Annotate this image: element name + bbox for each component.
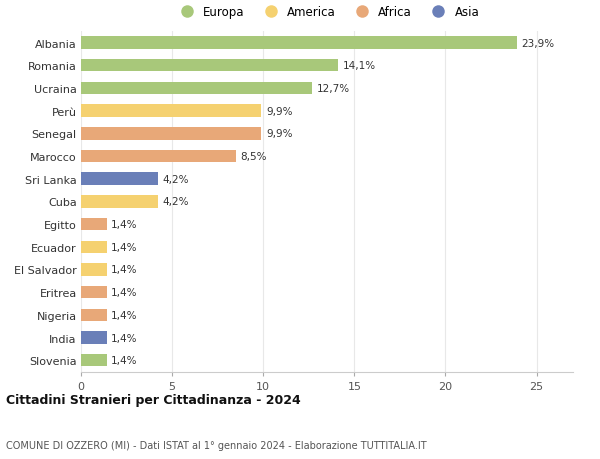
Bar: [81, 173, 158, 185]
Bar: [81, 196, 158, 208]
Legend: Europa, America, Africa, Asia: Europa, America, Africa, Asia: [171, 3, 483, 23]
Text: COMUNE DI OZZERO (MI) - Dati ISTAT al 1° gennaio 2024 - Elaborazione TUTTITALIA.: COMUNE DI OZZERO (MI) - Dati ISTAT al 1°…: [6, 440, 427, 450]
Text: 9,9%: 9,9%: [266, 129, 292, 139]
Text: 1,4%: 1,4%: [111, 219, 137, 230]
Bar: [81, 241, 107, 253]
Text: Cittadini Stranieri per Cittadinanza - 2024: Cittadini Stranieri per Cittadinanza - 2…: [6, 393, 301, 406]
Bar: [81, 151, 236, 163]
Text: 1,4%: 1,4%: [111, 242, 137, 252]
Bar: [81, 309, 107, 321]
Text: 1,4%: 1,4%: [111, 333, 137, 343]
Bar: [81, 128, 262, 140]
Text: 1,4%: 1,4%: [111, 265, 137, 275]
Bar: [81, 83, 313, 95]
Text: 4,2%: 4,2%: [162, 174, 188, 185]
Text: 1,4%: 1,4%: [111, 310, 137, 320]
Text: 1,4%: 1,4%: [111, 287, 137, 297]
Text: 12,7%: 12,7%: [317, 84, 350, 94]
Bar: [81, 286, 107, 299]
Bar: [81, 60, 338, 73]
Bar: [81, 37, 517, 50]
Text: 4,2%: 4,2%: [162, 197, 188, 207]
Bar: [81, 105, 262, 118]
Bar: [81, 218, 107, 231]
Text: 8,5%: 8,5%: [241, 151, 267, 162]
Text: 1,4%: 1,4%: [111, 355, 137, 365]
Bar: [81, 263, 107, 276]
Bar: [81, 331, 107, 344]
Text: 14,1%: 14,1%: [343, 61, 376, 71]
Text: 23,9%: 23,9%: [521, 39, 554, 49]
Text: 9,9%: 9,9%: [266, 106, 292, 117]
Bar: [81, 354, 107, 367]
